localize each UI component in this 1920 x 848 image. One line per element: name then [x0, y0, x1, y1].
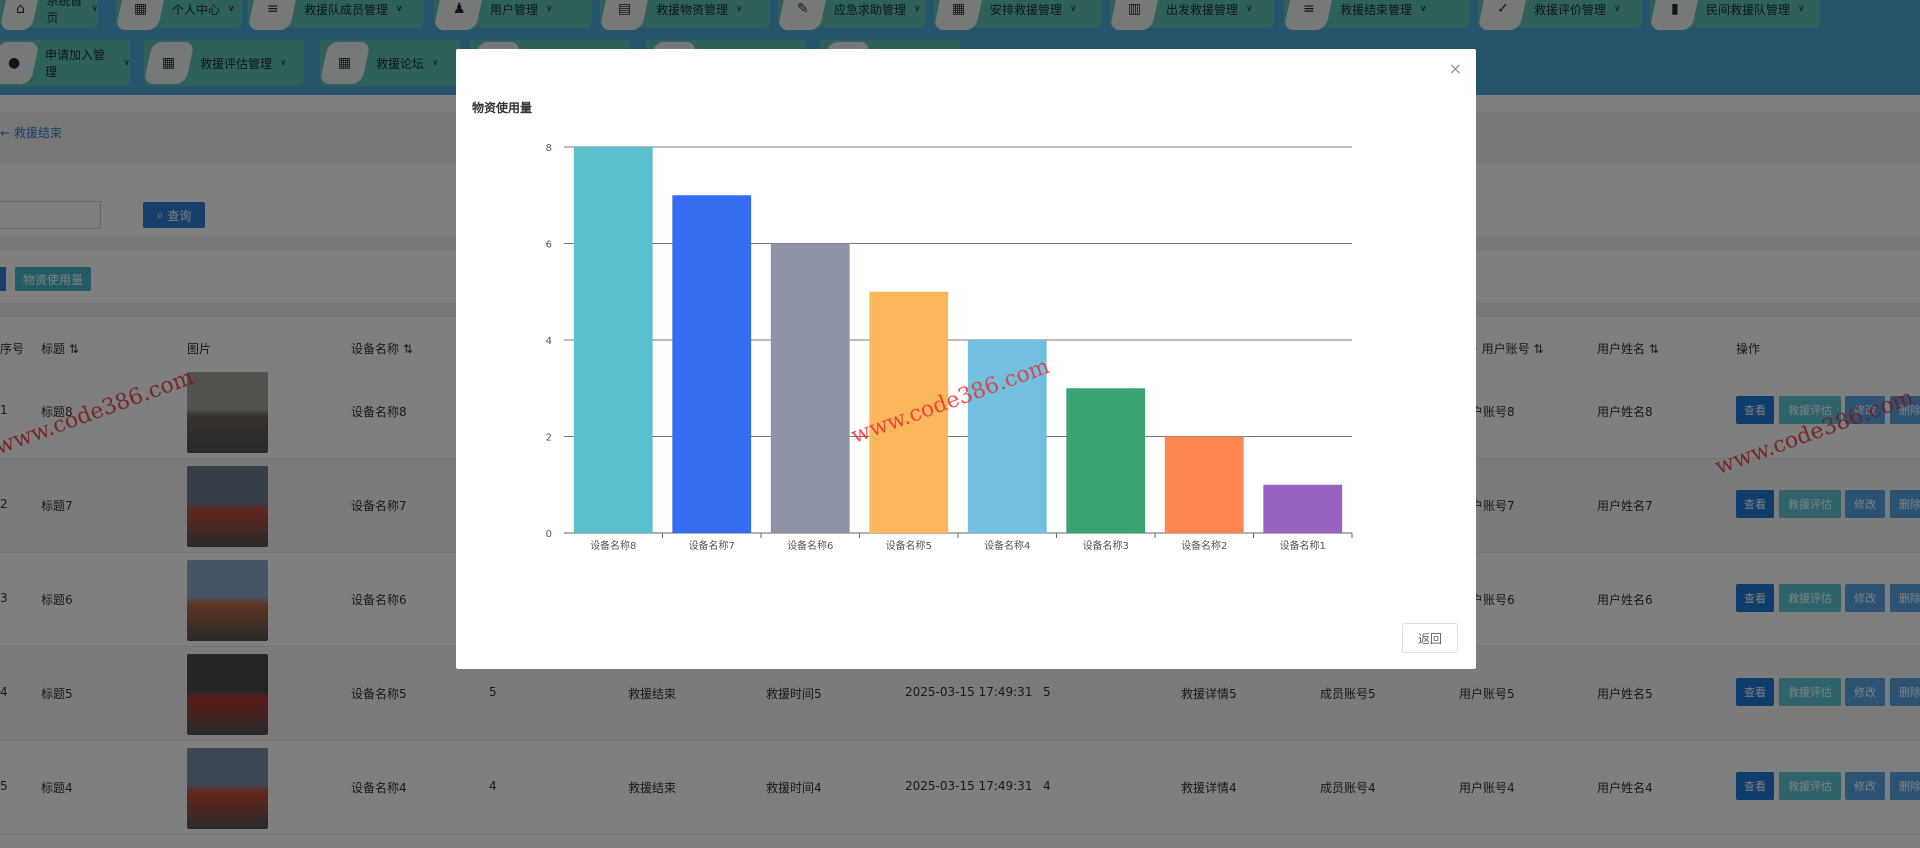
x-tick-label: 设备名称6 — [787, 539, 833, 552]
x-tick-label: 设备名称1 — [1280, 539, 1326, 552]
chart-modal: × 物资使用量 0 2 4 6 8 设备名称8 设备名称7 设备名称6 设备名称5 设备名称4 设备… — [456, 49, 1476, 669]
x-tick-label: 设备名称7 — [689, 539, 735, 552]
bar — [1164, 436, 1244, 533]
bar — [967, 340, 1047, 533]
bar — [1263, 484, 1343, 533]
bar — [770, 243, 850, 533]
x-tick-label: 设备名称5 — [886, 539, 932, 552]
x-tick-label: 设备名称3 — [1083, 539, 1129, 552]
chart-title: 物资使用量 — [472, 101, 533, 115]
x-tick-label: 设备名称2 — [1181, 539, 1227, 552]
x-tick-label: 设备名称8 — [590, 539, 636, 552]
y-tick-label: 6 — [546, 240, 552, 251]
y-tick-label: 0 — [546, 529, 552, 540]
bar-chart: 0 2 4 6 8 设备名称8 设备名称7 设备名称6 设备名称5 设备名称4 设备名称3 设备名称2… — [546, 143, 1353, 552]
bar — [573, 147, 653, 533]
x-tick-label: 设备名称4 — [984, 539, 1030, 552]
bar — [672, 195, 752, 533]
y-tick-label: 8 — [546, 143, 552, 154]
bar — [869, 291, 949, 533]
y-tick-label: 4 — [546, 336, 552, 347]
y-tick-label: 2 — [546, 433, 552, 444]
bar — [1066, 388, 1146, 533]
back-button[interactable]: 返回 — [1402, 623, 1458, 653]
close-icon[interactable]: × — [1448, 59, 1462, 78]
